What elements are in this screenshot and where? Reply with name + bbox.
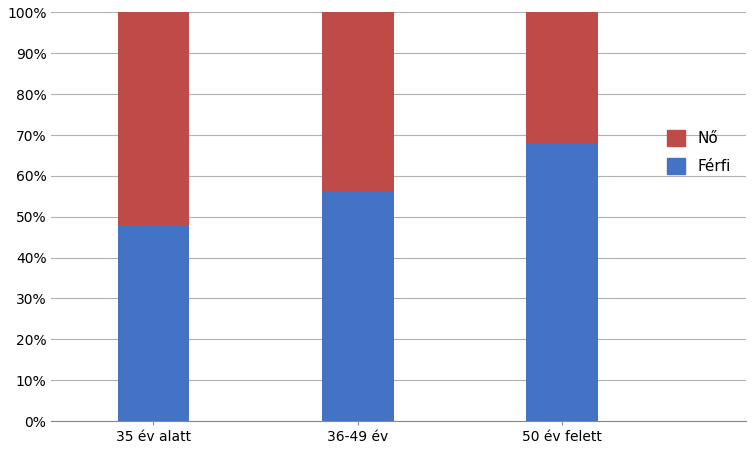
Legend: Nő, Férfi: Nő, Férfi [659,122,739,182]
Bar [526,13,598,143]
Bar [117,13,189,225]
Bar [117,225,189,421]
Bar [526,143,598,421]
Bar [322,192,394,421]
Bar [322,13,394,192]
